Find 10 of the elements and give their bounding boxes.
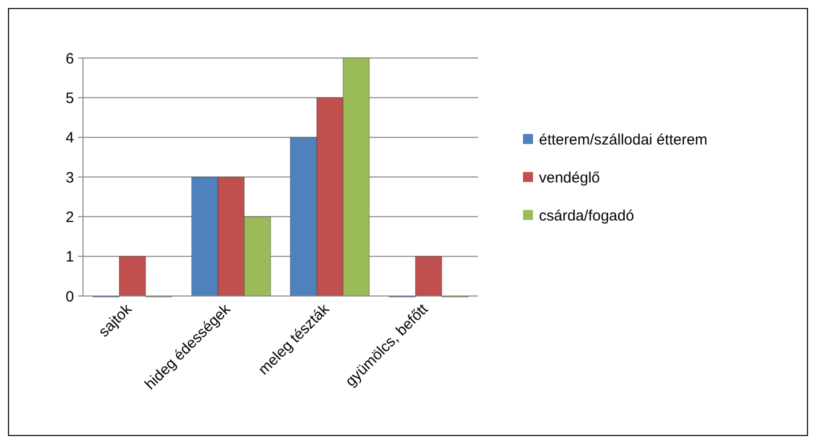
legend-label: étterem/szállodai étterem [539,131,708,148]
y-tick-label: 5 [66,90,74,107]
legend-label: vendéglő [539,169,600,186]
legend-label: csárda/fogadó [539,207,634,224]
y-tick-label: 3 [66,169,74,186]
y-tick-label: 0 [66,288,74,306]
y-tick-label: 1 [66,248,74,266]
y-tick-label: 2 [66,208,74,226]
y-tick-label: 6 [66,50,74,68]
y-tick-label: 4 [66,130,74,147]
